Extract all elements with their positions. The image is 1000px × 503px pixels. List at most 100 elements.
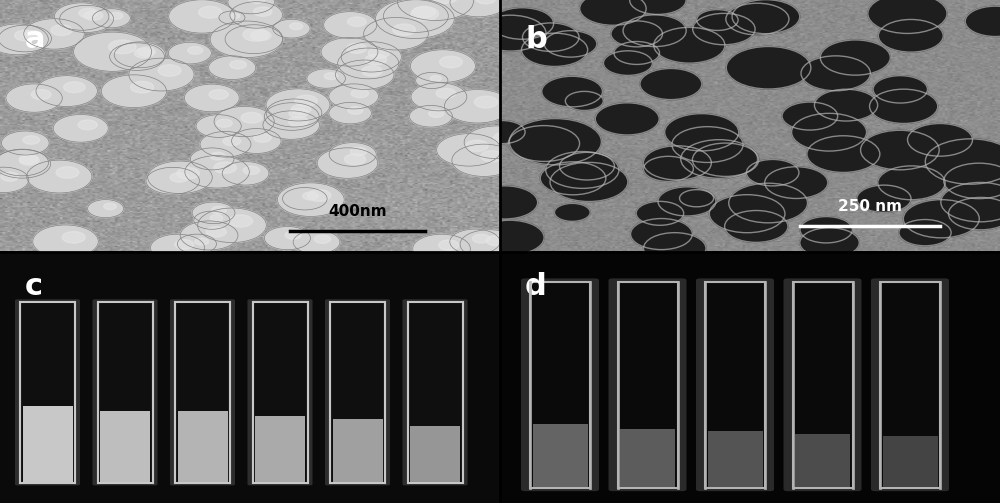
Circle shape <box>200 131 251 157</box>
Circle shape <box>283 188 327 210</box>
Text: c: c <box>25 272 43 301</box>
Circle shape <box>307 69 345 88</box>
Circle shape <box>452 144 516 177</box>
Circle shape <box>254 133 271 142</box>
Circle shape <box>241 113 262 123</box>
Circle shape <box>150 234 205 262</box>
FancyBboxPatch shape <box>92 299 158 485</box>
Circle shape <box>672 127 743 162</box>
Circle shape <box>0 25 51 52</box>
Circle shape <box>450 0 507 17</box>
Circle shape <box>23 136 40 144</box>
Circle shape <box>643 146 711 180</box>
Circle shape <box>565 92 603 111</box>
Circle shape <box>321 38 378 66</box>
Circle shape <box>466 140 488 151</box>
Circle shape <box>190 148 234 170</box>
Circle shape <box>277 183 344 216</box>
Bar <box>530 282 590 488</box>
Circle shape <box>429 110 444 117</box>
Circle shape <box>903 200 979 238</box>
Circle shape <box>948 197 1000 230</box>
Circle shape <box>857 185 911 212</box>
FancyBboxPatch shape <box>608 279 686 491</box>
Bar <box>410 427 460 482</box>
Circle shape <box>88 200 124 218</box>
Circle shape <box>295 95 317 107</box>
Circle shape <box>692 143 759 177</box>
Text: 400nm: 400nm <box>328 204 387 219</box>
Circle shape <box>264 103 319 130</box>
Circle shape <box>131 81 153 93</box>
Circle shape <box>450 229 500 255</box>
Bar <box>98 302 152 483</box>
Circle shape <box>436 89 456 98</box>
Circle shape <box>210 152 225 160</box>
Circle shape <box>440 56 462 68</box>
Circle shape <box>878 166 945 200</box>
Circle shape <box>623 15 686 47</box>
Circle shape <box>84 11 103 20</box>
Bar <box>620 429 675 487</box>
Circle shape <box>726 46 811 89</box>
Circle shape <box>693 14 755 45</box>
Circle shape <box>180 221 238 250</box>
Text: b: b <box>525 25 547 54</box>
Circle shape <box>307 190 331 201</box>
Circle shape <box>580 0 646 25</box>
Circle shape <box>293 230 340 254</box>
Circle shape <box>78 120 97 130</box>
Circle shape <box>192 202 235 224</box>
Circle shape <box>175 239 194 249</box>
Circle shape <box>194 211 230 229</box>
Bar <box>532 424 588 487</box>
Circle shape <box>285 231 301 239</box>
Circle shape <box>800 217 852 243</box>
Bar <box>880 282 940 488</box>
Circle shape <box>74 32 152 71</box>
Text: d: d <box>525 272 547 301</box>
Circle shape <box>196 115 241 137</box>
Bar <box>408 302 463 483</box>
Circle shape <box>870 89 938 123</box>
Circle shape <box>231 14 240 18</box>
Circle shape <box>631 218 692 249</box>
Circle shape <box>362 66 382 76</box>
Circle shape <box>60 6 114 33</box>
Circle shape <box>941 183 1000 222</box>
Circle shape <box>732 0 800 34</box>
Circle shape <box>792 113 867 151</box>
Circle shape <box>19 154 38 164</box>
Circle shape <box>36 75 97 107</box>
Circle shape <box>211 206 226 214</box>
Circle shape <box>439 240 459 250</box>
Circle shape <box>681 140 758 179</box>
Circle shape <box>251 31 271 41</box>
Circle shape <box>243 28 268 41</box>
Bar <box>255 416 305 482</box>
Circle shape <box>868 0 947 33</box>
Circle shape <box>640 68 702 100</box>
Circle shape <box>214 162 236 174</box>
FancyBboxPatch shape <box>871 279 949 491</box>
Circle shape <box>170 173 189 182</box>
Circle shape <box>476 0 496 4</box>
Circle shape <box>364 18 428 50</box>
Bar <box>618 282 678 488</box>
Bar <box>100 411 150 482</box>
Circle shape <box>109 40 136 54</box>
Circle shape <box>965 6 1000 37</box>
Circle shape <box>243 166 260 175</box>
Bar <box>252 302 308 483</box>
Circle shape <box>413 6 435 18</box>
Circle shape <box>254 7 272 16</box>
Circle shape <box>746 159 799 186</box>
Circle shape <box>199 7 222 18</box>
Bar <box>20 302 75 483</box>
Circle shape <box>479 121 525 144</box>
Circle shape <box>15 30 36 41</box>
Circle shape <box>54 3 109 30</box>
Circle shape <box>289 108 308 118</box>
Circle shape <box>184 84 239 112</box>
Circle shape <box>230 2 283 28</box>
